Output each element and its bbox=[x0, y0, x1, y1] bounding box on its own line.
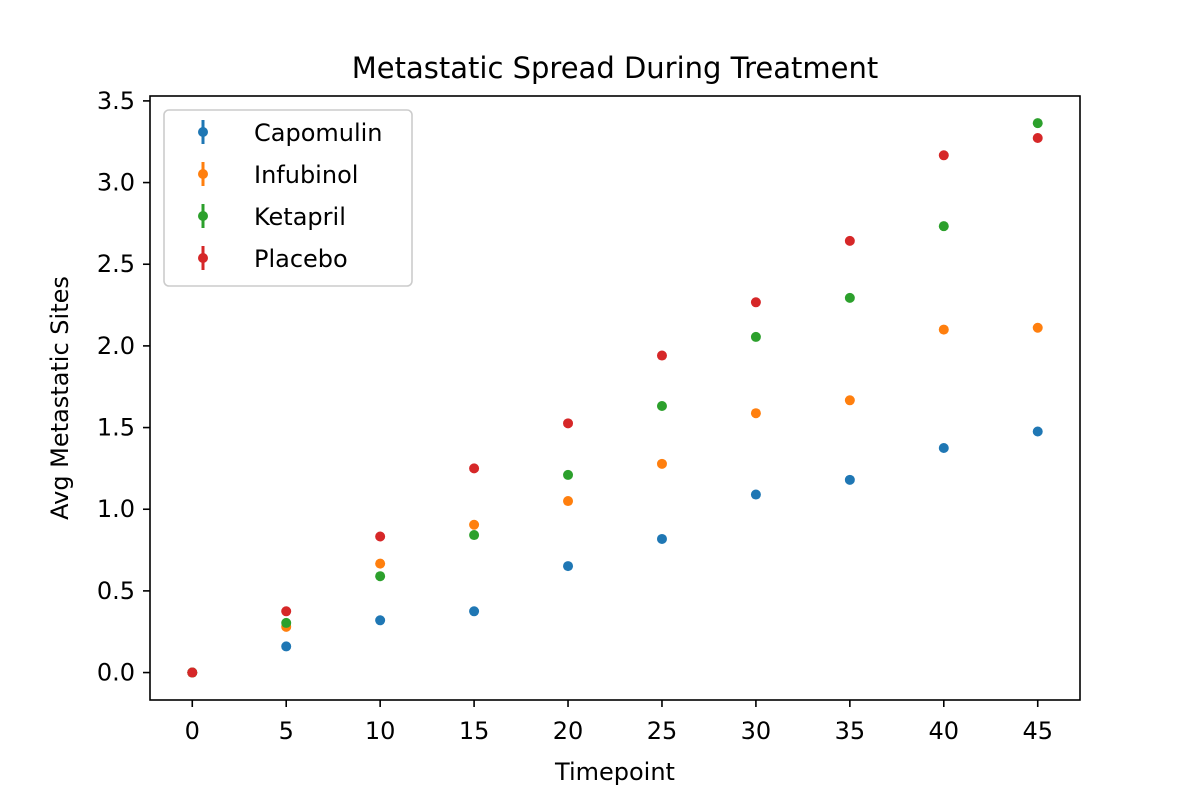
y-tick-label: 2.0 bbox=[97, 332, 135, 360]
data-point bbox=[469, 606, 480, 617]
data-point bbox=[750, 331, 761, 342]
legend: Capomulin Infubinol Ketapril Placebo bbox=[163, 109, 413, 287]
data-point bbox=[844, 395, 855, 406]
y-tick-label: 0.0 bbox=[97, 659, 135, 687]
data-points bbox=[187, 118, 1043, 678]
data-point bbox=[375, 531, 386, 542]
legend-frame bbox=[163, 109, 413, 287]
data-point bbox=[938, 324, 949, 335]
data-point bbox=[656, 458, 667, 469]
data-point bbox=[1032, 426, 1043, 437]
legend-point-marker bbox=[198, 253, 208, 263]
data-point bbox=[1032, 118, 1043, 129]
legend-entry: Placebo bbox=[198, 245, 348, 273]
data-point bbox=[469, 519, 480, 530]
x-tick-label: 35 bbox=[835, 717, 866, 745]
data-point bbox=[281, 606, 292, 617]
y-tick-label: 3.5 bbox=[97, 87, 135, 115]
legend-label: Ketapril bbox=[254, 203, 346, 231]
data-point bbox=[375, 558, 386, 569]
data-point bbox=[938, 150, 949, 161]
data-point bbox=[375, 615, 386, 626]
series-placebo bbox=[187, 132, 1043, 678]
x-tick-label: 15 bbox=[459, 717, 490, 745]
legend-label: Capomulin bbox=[254, 119, 383, 147]
data-point bbox=[750, 489, 761, 500]
x-tick-label: 5 bbox=[279, 717, 294, 745]
x-tick-label: 10 bbox=[365, 717, 396, 745]
data-point bbox=[563, 496, 574, 507]
legend-label: Placebo bbox=[254, 245, 348, 273]
x-tick-label: 40 bbox=[929, 717, 960, 745]
data-point bbox=[187, 667, 198, 678]
y-tick-label: 2.5 bbox=[97, 250, 135, 278]
y-tick-label: 0.5 bbox=[97, 577, 135, 605]
y-axis-ticks: 0.0 0.5 1.0 1.5 2.0 2.5 3.0 3.5 bbox=[97, 87, 150, 687]
x-tick-label: 25 bbox=[647, 717, 678, 745]
data-point bbox=[750, 408, 761, 419]
data-point bbox=[844, 474, 855, 485]
data-point bbox=[469, 530, 480, 541]
legend-entry: Ketapril bbox=[198, 203, 346, 231]
legend-label: Infubinol bbox=[254, 161, 358, 189]
x-axis-ticks: 0 5 10 15 20 25 30 35 40 45 bbox=[185, 700, 1053, 745]
data-point bbox=[1032, 132, 1043, 143]
x-axis-label: Timepoint bbox=[554, 758, 675, 786]
legend-entry: Capomulin bbox=[198, 119, 383, 147]
data-point bbox=[938, 442, 949, 453]
legend-point-marker bbox=[198, 211, 208, 221]
plot-area-frame bbox=[149, 95, 1081, 701]
data-point bbox=[563, 469, 574, 480]
data-point bbox=[281, 617, 292, 628]
series-infubinol bbox=[187, 322, 1043, 678]
data-point bbox=[656, 401, 667, 412]
data-point bbox=[656, 350, 667, 361]
data-point bbox=[563, 561, 574, 572]
data-point bbox=[281, 641, 292, 652]
y-tick-label: 1.0 bbox=[97, 495, 135, 523]
legend-point-marker bbox=[198, 169, 208, 179]
x-tick-label: 20 bbox=[553, 717, 584, 745]
data-point bbox=[938, 221, 949, 232]
x-tick-label: 45 bbox=[1022, 717, 1053, 745]
chart-title: Metastatic Spread During Treatment bbox=[352, 51, 878, 85]
y-axis-label: Avg Metastatic Sites bbox=[46, 276, 74, 520]
legend-point-marker bbox=[198, 127, 208, 137]
x-tick-label: 0 bbox=[185, 717, 200, 745]
legend-entry: Infubinol bbox=[198, 161, 358, 189]
data-point bbox=[469, 463, 480, 474]
data-point bbox=[1032, 322, 1043, 333]
y-tick-label: 3.0 bbox=[97, 169, 135, 197]
data-point bbox=[750, 297, 761, 308]
data-point bbox=[844, 235, 855, 246]
data-point bbox=[656, 533, 667, 544]
x-tick-label: 30 bbox=[741, 717, 772, 745]
y-tick-label: 1.5 bbox=[97, 414, 135, 442]
data-point bbox=[563, 418, 574, 429]
data-point bbox=[375, 571, 386, 582]
data-point bbox=[844, 292, 855, 303]
series-ketapril bbox=[187, 118, 1043, 678]
